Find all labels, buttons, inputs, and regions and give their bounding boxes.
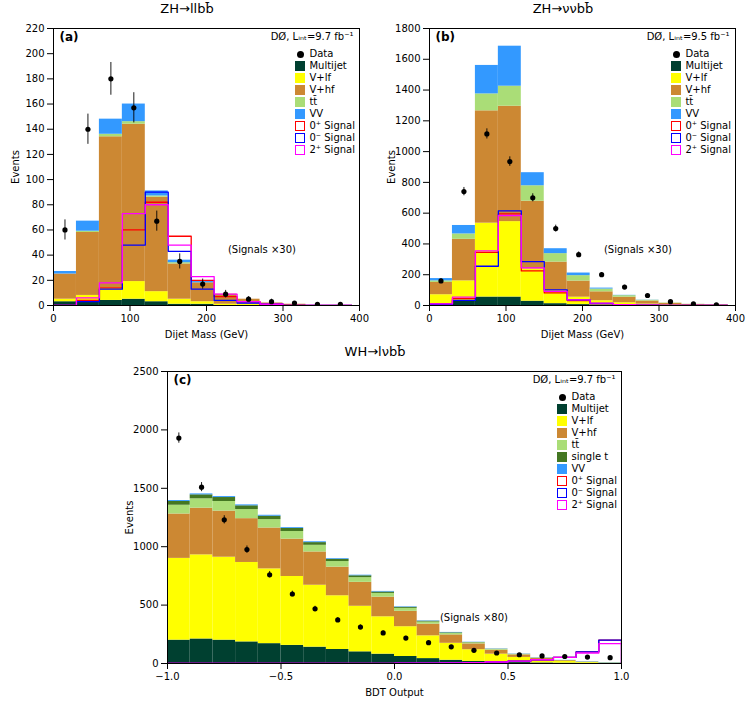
svg-text:100: 100 — [496, 313, 515, 324]
html-text:single t: single t — [571, 451, 609, 462]
svg-text:0.0: 0.0 — [387, 671, 403, 682]
svg-text:−0.5: −0.5 — [269, 671, 293, 682]
svg-text:DØ, Lᵢₙₜ=9.7 fb⁻¹: DØ, Lᵢₙₜ=9.7 fb⁻¹ — [271, 31, 354, 42]
svg-text:300: 300 — [273, 313, 292, 324]
svg-text:BDT Output: BDT Output — [365, 687, 424, 698]
html-text:ZH→llbb̄: ZH→llbb̄ — [160, 1, 214, 16]
svg-text:100: 100 — [25, 174, 44, 185]
svg-text:60: 60 — [32, 224, 45, 235]
html-text:Multijet: Multijet — [571, 403, 609, 414]
svg-text:2000: 2000 — [133, 424, 158, 435]
svg-text:1400: 1400 — [395, 84, 420, 95]
svg-text:0.5: 0.5 — [500, 671, 516, 682]
svg-text:(a): (a) — [60, 30, 79, 44]
svg-text:400: 400 — [401, 238, 420, 249]
html-text:VV: VV — [571, 463, 586, 474]
svg-text:Dijet Mass (GeV): Dijet Mass (GeV) — [165, 329, 249, 340]
svg-text:(Signals ×30): (Signals ×30) — [228, 244, 296, 255]
svg-text:120: 120 — [25, 149, 44, 160]
html-text:0⁺ Signal: 0⁺ Signal — [309, 120, 355, 131]
html-text:0⁻ Signal: 0⁻ Signal — [685, 132, 731, 143]
svg-text:(Signals ×80): (Signals ×80) — [440, 612, 508, 623]
svg-text:80: 80 — [32, 199, 45, 210]
html-text:V+hf: V+hf — [571, 427, 597, 438]
html-text:V+lf: V+lf — [571, 415, 593, 426]
html-text:ZH→ννbb̄: ZH→ννbb̄ — [532, 1, 594, 16]
svg-text:300: 300 — [649, 313, 668, 324]
svg-text:200: 200 — [401, 269, 420, 280]
svg-text:180: 180 — [25, 73, 44, 84]
html-text:VV: VV — [685, 108, 700, 119]
svg-text:200: 200 — [25, 48, 44, 59]
svg-text:500: 500 — [139, 599, 158, 610]
html-text:0⁻ Signal: 0⁻ Signal — [571, 487, 617, 498]
svg-text:1600: 1600 — [395, 53, 420, 64]
svg-text:0: 0 — [426, 313, 432, 324]
svg-text:−1.0: −1.0 — [155, 671, 179, 682]
svg-text:1.0: 1.0 — [614, 671, 630, 682]
svg-text:1000: 1000 — [133, 541, 158, 552]
svg-text:220: 220 — [25, 23, 44, 34]
svg-text:140: 140 — [25, 123, 44, 134]
svg-text:1200: 1200 — [395, 115, 420, 126]
svg-text:(Signals ×30): (Signals ×30) — [604, 244, 672, 255]
html-text:V+hf: V+hf — [685, 84, 711, 95]
html-text:tt̄: tt̄ — [571, 439, 580, 450]
html-text:Data: Data — [685, 48, 710, 59]
html-text:V+lf: V+lf — [685, 72, 707, 83]
svg-text:Events: Events — [10, 150, 21, 184]
svg-text:0: 0 — [50, 313, 56, 324]
svg-text:2500: 2500 — [133, 366, 158, 377]
html-text:2⁺ Signal: 2⁺ Signal — [571, 499, 617, 510]
svg-text:400: 400 — [726, 313, 745, 324]
html-text:Data: Data — [309, 48, 334, 59]
svg-text:DØ, Lᵢₙₜ=9.5 fb⁻¹: DØ, Lᵢₙₜ=9.5 fb⁻¹ — [647, 31, 730, 42]
svg-text:Events: Events — [386, 150, 397, 184]
svg-text:200: 200 — [573, 313, 592, 324]
svg-text:Events: Events — [124, 501, 135, 535]
svg-text:1800: 1800 — [395, 23, 420, 34]
html-text:V+lf: V+lf — [309, 72, 331, 83]
svg-text:800: 800 — [401, 177, 420, 188]
html-text:tt̄: tt̄ — [685, 96, 694, 107]
html-text:Multijet: Multijet — [685, 60, 723, 71]
svg-text:1500: 1500 — [133, 483, 158, 494]
svg-text:20: 20 — [32, 275, 45, 286]
svg-text:200: 200 — [197, 313, 216, 324]
svg-text:400: 400 — [350, 313, 369, 324]
svg-text:(b): (b) — [436, 30, 456, 44]
html-text:V+hf: V+hf — [309, 84, 335, 95]
html-text:2⁺ Signal: 2⁺ Signal — [309, 144, 355, 155]
svg-text:1000: 1000 — [395, 146, 420, 157]
svg-text:600: 600 — [401, 207, 420, 218]
svg-text:0: 0 — [414, 300, 420, 311]
html-text:0⁻ Signal: 0⁻ Signal — [309, 132, 355, 143]
html-text:VV: VV — [309, 108, 324, 119]
svg-text:160: 160 — [25, 98, 44, 109]
svg-text:40: 40 — [32, 249, 45, 260]
html-text:WH→lνbb̄: WH→lνbb̄ — [344, 344, 406, 359]
svg-text:0: 0 — [152, 658, 158, 669]
svg-text:Dijet Mass (GeV): Dijet Mass (GeV) — [541, 329, 625, 340]
html-text:Multijet: Multijet — [309, 60, 347, 71]
html-text:0⁺ Signal: 0⁺ Signal — [685, 120, 731, 131]
html-text:Data: Data — [571, 391, 596, 402]
html-text:2⁺ Signal: 2⁺ Signal — [685, 144, 731, 155]
svg-text:0: 0 — [38, 300, 44, 311]
svg-text:(c): (c) — [174, 373, 192, 387]
html-text:0⁺ Signal: 0⁺ Signal — [571, 475, 617, 486]
svg-text:100: 100 — [120, 313, 139, 324]
svg-text:DØ, Lᵢₙₜ=9.7 fb⁻¹: DØ, Lᵢₙₜ=9.7 fb⁻¹ — [533, 374, 616, 385]
html-text:tt̄: tt̄ — [309, 96, 318, 107]
